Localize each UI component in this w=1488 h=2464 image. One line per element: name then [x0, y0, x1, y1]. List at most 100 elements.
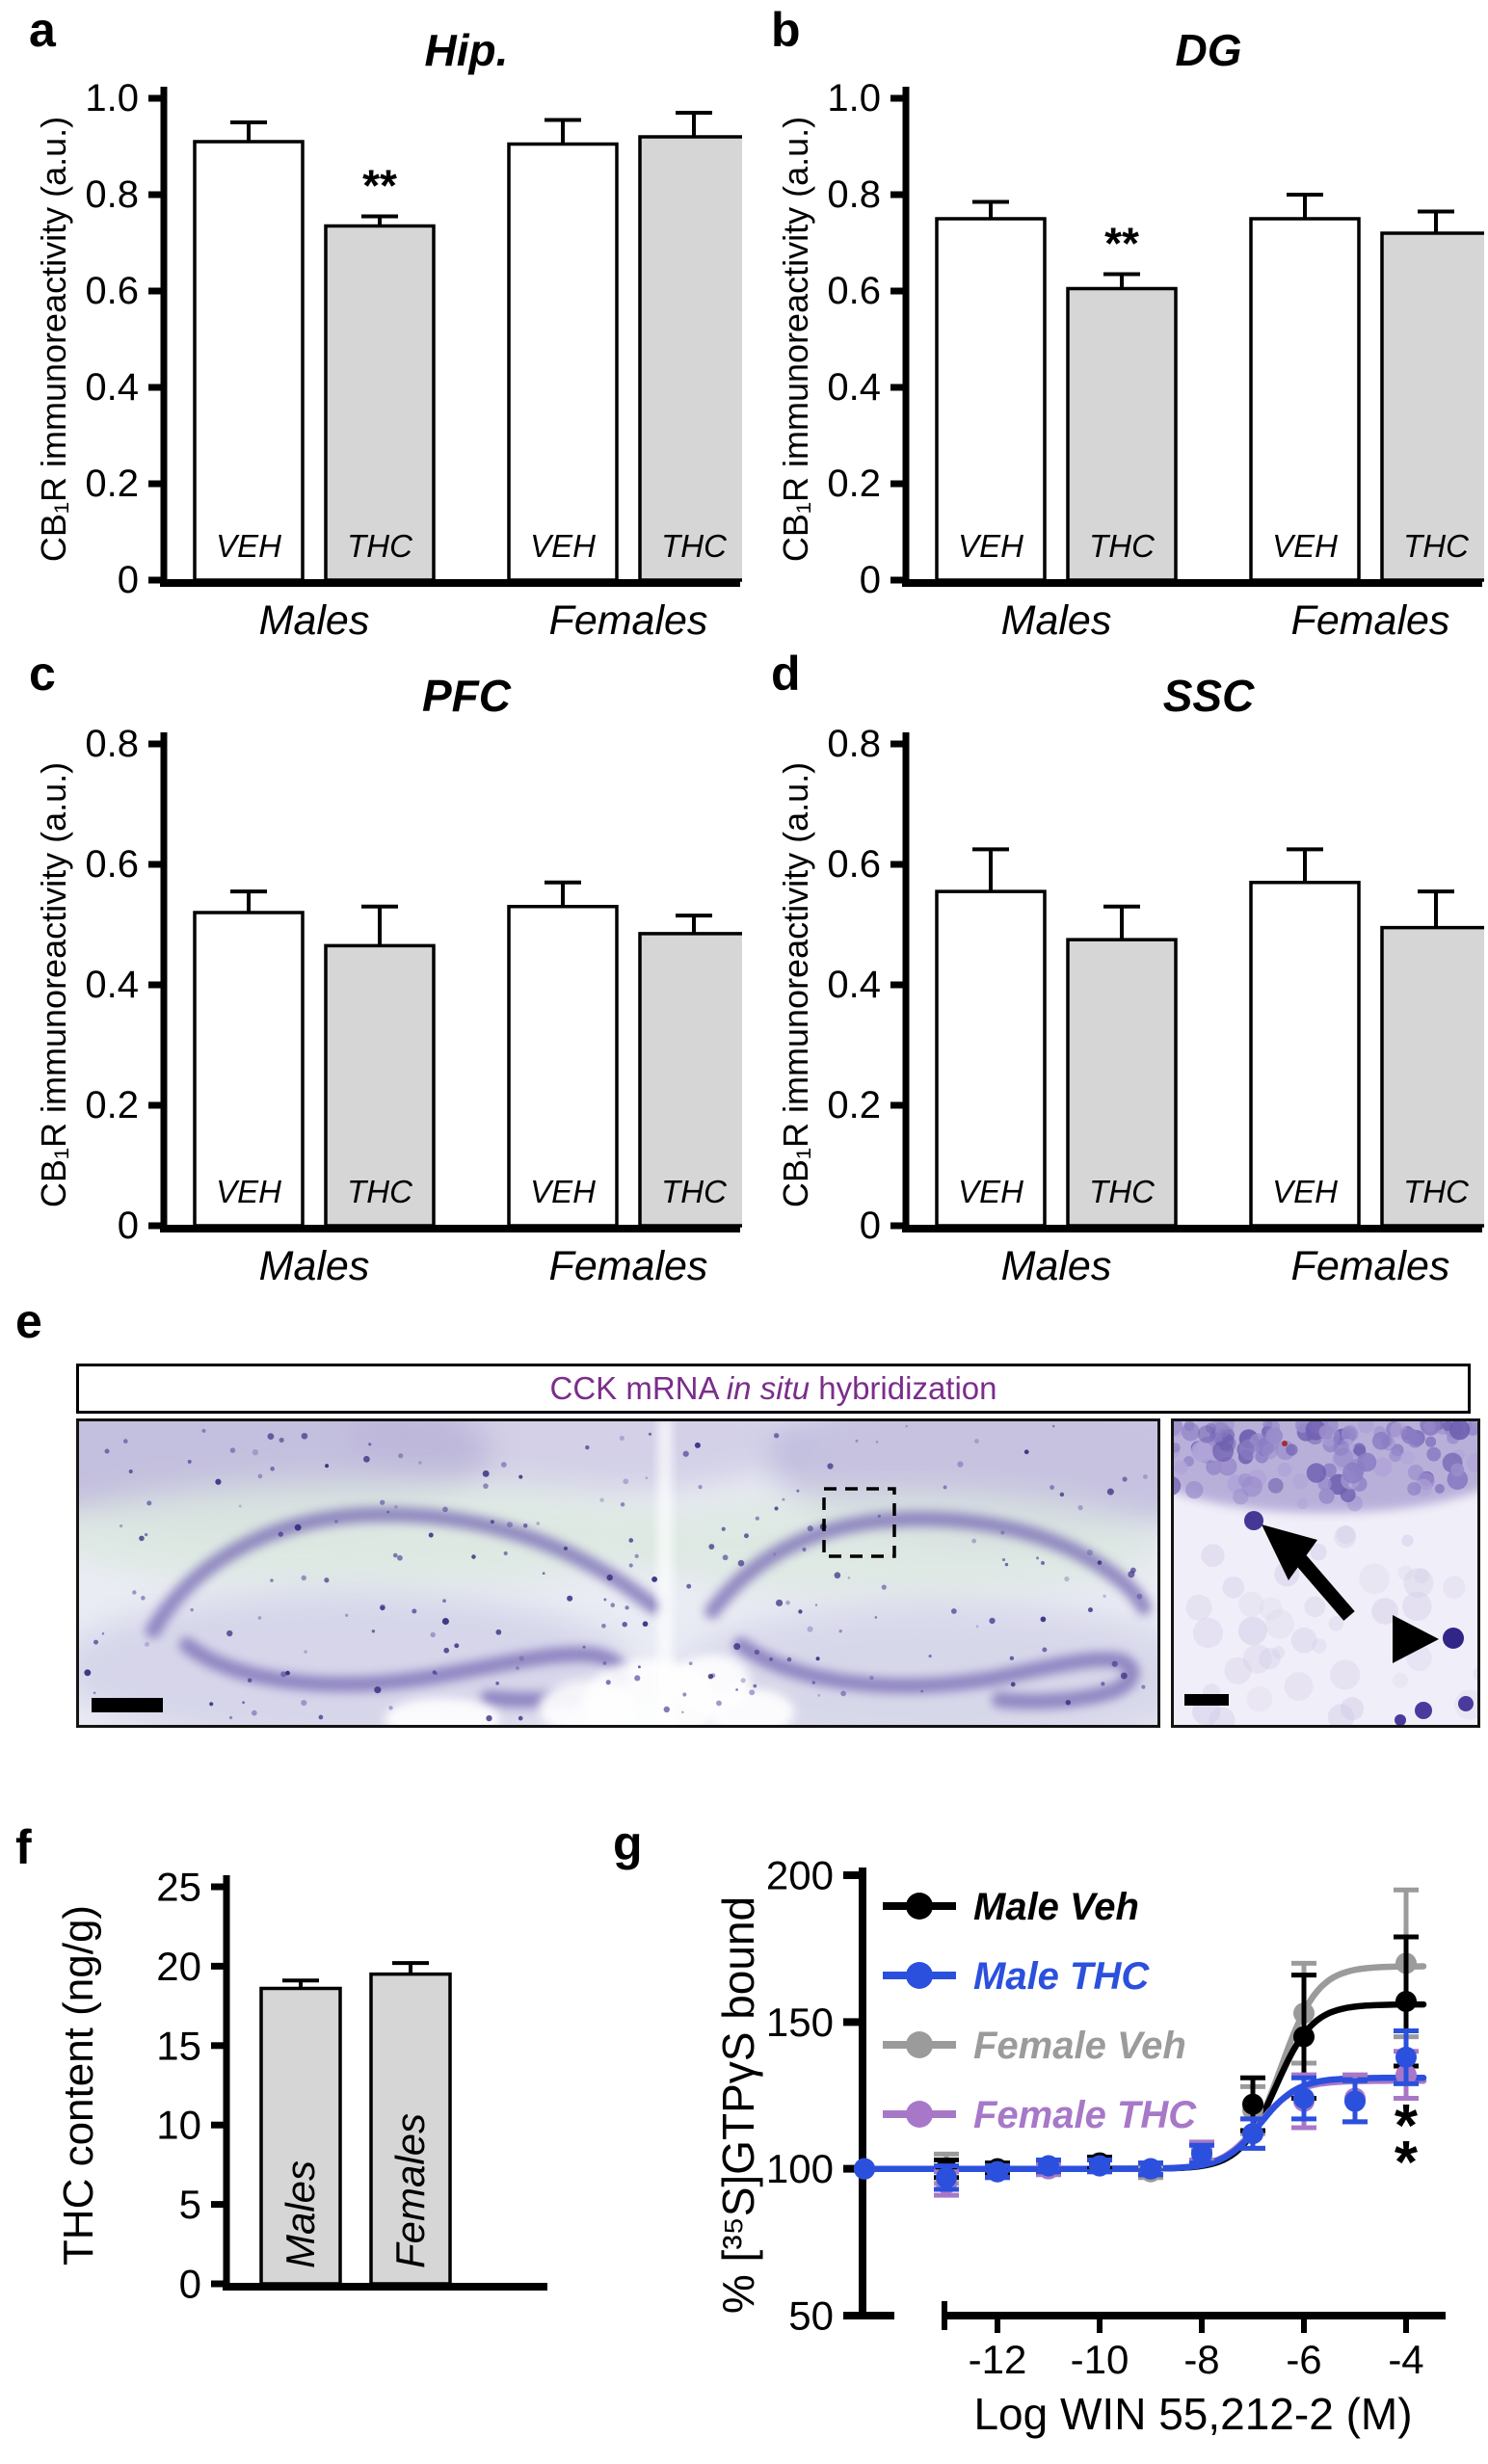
svg-text:Male THC: Male THC [973, 1955, 1150, 1998]
svg-text:THC: THC [1403, 1174, 1470, 1209]
svg-text:CB₁R immunoreactivity (a.u.): CB₁R immunoreactivity (a.u.) [34, 762, 73, 1207]
svg-text:VEH: VEH [1272, 528, 1338, 564]
svg-text:0.8: 0.8 [85, 723, 139, 765]
svg-text:Females: Females [549, 1243, 708, 1289]
svg-text:0: 0 [118, 559, 139, 601]
svg-text:Females: Females [387, 2113, 433, 2268]
svg-text:0.6: 0.6 [85, 843, 139, 886]
svg-text:0.4: 0.4 [827, 366, 881, 409]
svg-text:VEH: VEH [530, 1174, 596, 1209]
panel-label-e: e [15, 1294, 42, 1348]
svg-text:THC: THC [347, 528, 413, 564]
header-text-post: hybridization [810, 1370, 997, 1406]
svg-text:10: 10 [156, 2103, 201, 2148]
svg-text:0: 0 [860, 1205, 881, 1247]
svg-text:0.2: 0.2 [85, 463, 139, 505]
svg-text:THC: THC [1089, 1174, 1156, 1209]
bar-females-veh [1249, 881, 1361, 1228]
svg-text:-12: -12 [969, 2337, 1027, 2382]
legend-marker-icon [906, 2031, 933, 2058]
svg-text:25: 25 [156, 1865, 201, 1910]
svg-text:20: 20 [156, 1944, 201, 1989]
dose-response-svg: % [³⁵S]GTPγS bound 50 100 150 200 -12 -10 -8 -6 -… [713, 1853, 1446, 2439]
svg-text:150: 150 [766, 2000, 834, 2045]
svg-text:0.2: 0.2 [85, 1084, 139, 1126]
scale-bar [92, 1698, 163, 1712]
svg-text:VEH: VEH [216, 1174, 281, 1209]
svg-text:VEH: VEH [958, 1174, 1023, 1209]
bar-males-thc [324, 224, 436, 582]
svg-text:SSC: SSC [1163, 671, 1255, 721]
svg-text:CB₁R immunoreactivity (a.u.): CB₁R immunoreactivity (a.u.) [776, 762, 815, 1207]
svg-text:Male Veh: Male Veh [973, 1886, 1139, 1928]
bar-males-veh [193, 911, 305, 1228]
legend-marker-icon [906, 2101, 933, 2128]
bar-males-thc [1066, 286, 1178, 582]
svg-text:0.4: 0.4 [85, 964, 139, 1006]
svg-text:Log WIN 55,212-2 (M): Log WIN 55,212-2 (M) [973, 2389, 1412, 2439]
magnified-inset-micrograph [1132, 1401, 1488, 1734]
panel-label-f: f [15, 1820, 32, 1874]
bar-males-veh [193, 140, 305, 582]
panel-label-c: c [29, 647, 56, 701]
svg-text:THC: THC [1403, 528, 1470, 564]
svg-text:-10: -10 [1071, 2337, 1129, 2382]
bar-chart-svg-pfc: PFC CB₁R immunoreactivity (a.u.) 0 0.2 0.4 0.… [34, 671, 742, 1289]
svg-text:Males: Males [278, 2160, 323, 2268]
roi-dashed-box [822, 1487, 896, 1558]
svg-text:VEH: VEH [216, 528, 281, 564]
svg-text:CB₁R immunoreactivity (a.u.): CB₁R immunoreactivity (a.u.) [34, 117, 73, 562]
bar-females-veh [1249, 217, 1361, 582]
svg-text:1.0: 1.0 [85, 77, 139, 119]
bar-males-thc [324, 943, 436, 1228]
svg-text:0.4: 0.4 [827, 964, 881, 1006]
svg-text:100: 100 [766, 2146, 834, 2191]
svg-text:Female THC: Female THC [973, 2094, 1197, 2136]
svg-text:0.8: 0.8 [85, 173, 139, 216]
svg-text:VEH: VEH [1272, 1174, 1338, 1209]
svg-text:1.0: 1.0 [827, 77, 881, 119]
svg-text:0: 0 [118, 1205, 139, 1247]
svg-text:0.2: 0.2 [827, 463, 881, 505]
bar-females-veh [507, 905, 619, 1228]
svg-text:0.4: 0.4 [85, 366, 139, 409]
svg-text:THC content (ng/g): THC content (ng/g) [55, 1905, 102, 2265]
svg-text:THC: THC [661, 528, 728, 564]
svg-text:0.8: 0.8 [827, 723, 881, 765]
svg-text:-4: -4 [1388, 2337, 1423, 2382]
labeled-cell [1244, 1511, 1263, 1530]
svg-text:*: * [1395, 2130, 1419, 2196]
svg-text:50: 50 [788, 2293, 834, 2339]
svg-text:THC: THC [347, 1174, 413, 1209]
svg-text:**: ** [1104, 219, 1139, 269]
svg-text:0.6: 0.6 [85, 270, 139, 312]
svg-text:DG: DG [1176, 25, 1242, 75]
arrowhead-icon [1393, 1615, 1439, 1663]
bar-females-veh [507, 142, 619, 582]
svg-text:Males: Males [1001, 1243, 1112, 1289]
bar-males-veh [935, 217, 1047, 582]
dose-response-chart-gtpgammas: % [³⁵S]GTPγS bound 50 100 150 200 -12 -10 -8 -6 -… [598, 1829, 1488, 2464]
svg-text:Males: Males [259, 1243, 370, 1289]
bar-chart-svg-ssc: SSC CB₁R immunoreactivity (a.u.) 0 0.2 0.4 0.… [776, 671, 1484, 1289]
svg-text:0.6: 0.6 [827, 843, 881, 886]
svg-text:0.6: 0.6 [827, 270, 881, 312]
svg-text:THC: THC [661, 1174, 728, 1209]
bar-females-thc [638, 135, 742, 582]
header-text-italic: in situ [726, 1370, 810, 1406]
panel-label-d: d [771, 647, 801, 701]
svg-text:VEH: VEH [530, 528, 596, 564]
bar-males [259, 1986, 342, 2286]
svg-text:5: 5 [179, 2182, 201, 2227]
panel-label-g: g [613, 1816, 643, 1870]
svg-text:-8: -8 [1183, 2337, 1219, 2382]
svg-text:**: ** [362, 161, 397, 211]
svg-text:VEH: VEH [958, 528, 1023, 564]
svg-text:PFC: PFC [422, 671, 512, 721]
svg-text:CB₁R immunoreactivity (a.u.): CB₁R immunoreactivity (a.u.) [776, 117, 815, 562]
svg-text:0.8: 0.8 [827, 173, 881, 216]
svg-text:Females: Females [1291, 1243, 1450, 1289]
svg-text:Female Veh: Female Veh [973, 2025, 1186, 2067]
svg-text:Males: Males [259, 597, 370, 644]
bar-chart-svg-hip: Hip. CB₁R immunoreactivity (a.u.) 0 0.2 0.4 0… [34, 25, 742, 644]
